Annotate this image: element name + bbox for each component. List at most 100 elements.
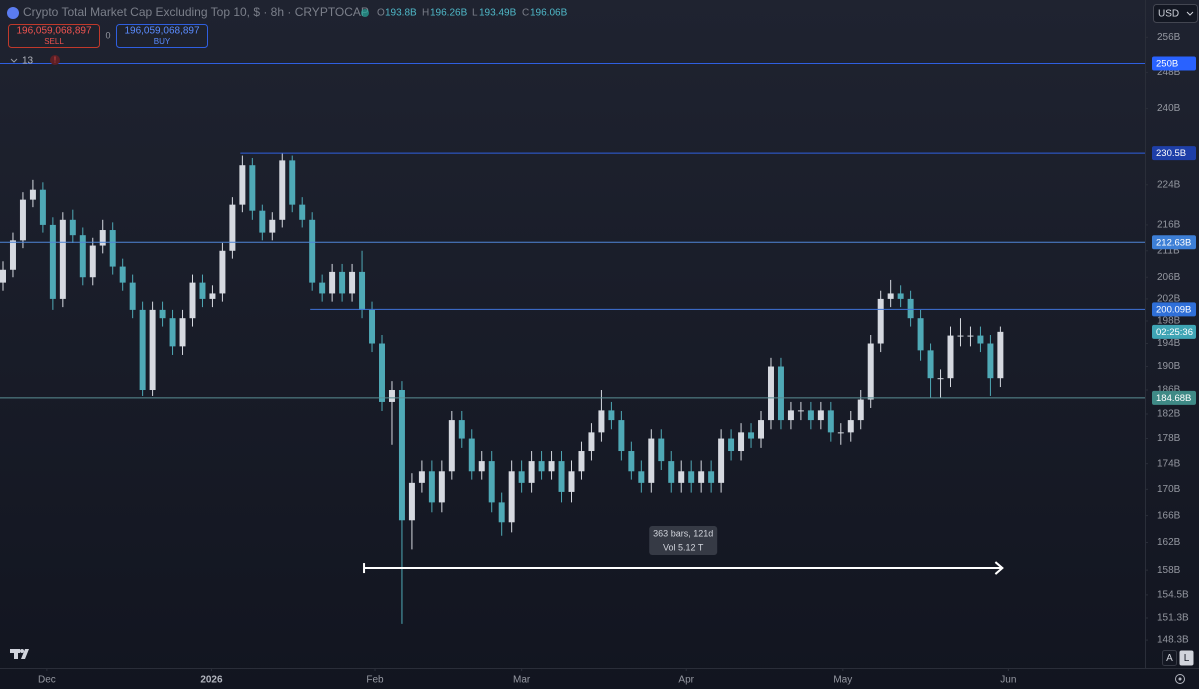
- ohlc-key: H: [422, 8, 429, 19]
- log-scale-button[interactable]: [1179, 650, 1194, 666]
- candle-body: [109, 230, 116, 267]
- candle-body: [937, 378, 944, 380]
- candle-body: [967, 335, 974, 337]
- buy-price: 196,059,068,897: [124, 26, 200, 37]
- candle-body: [827, 410, 834, 433]
- level-tag: [1152, 302, 1196, 317]
- y-tick-label: 158B: [1157, 565, 1181, 576]
- plot: 256B 248B 240B 224B 216B 211B 206B 202B 198B 194B…: [0, 32, 1196, 686]
- y-tick-label: 256B: [1157, 32, 1181, 43]
- candle-body: [39, 189, 46, 225]
- candle-body: [189, 282, 196, 319]
- candle-body: [767, 366, 774, 421]
- ohlc-value: 193.8B: [385, 8, 417, 19]
- candle-body: [548, 461, 555, 472]
- y-tick-label: 148.3B: [1157, 635, 1189, 646]
- candle-body: [199, 282, 206, 299]
- y-tick-label: 224B: [1157, 179, 1181, 190]
- candle-body: [498, 502, 505, 523]
- ohlc-key: C: [522, 8, 529, 19]
- candle-body: [758, 420, 764, 439]
- candle-body: [708, 471, 715, 483]
- error-icon[interactable]: [50, 55, 60, 65]
- candle-body: [678, 471, 685, 483]
- candle-body: [249, 165, 256, 211]
- candle-body: [269, 219, 276, 233]
- level-label: 212.63B: [1156, 237, 1191, 248]
- candle-body: [997, 331, 1004, 379]
- y-tick-label: 190B: [1157, 361, 1181, 372]
- candle-body: [239, 165, 246, 205]
- candle-body: [299, 204, 306, 220]
- candle-body: [817, 410, 824, 421]
- currency-select[interactable]: [1153, 4, 1198, 23]
- logo-part: [14, 649, 18, 659]
- candle-body: [648, 438, 655, 483]
- candle-body: [139, 309, 146, 391]
- candle-body: [568, 471, 575, 492]
- sell-button[interactable]: [8, 24, 100, 48]
- candle-body: [448, 420, 455, 472]
- candle-body: [169, 318, 176, 347]
- x-tick-label: Jun: [1000, 675, 1016, 686]
- candle-body: [219, 250, 226, 294]
- x-tick-label: Feb: [366, 675, 384, 686]
- auto-scale-button[interactable]: [1162, 650, 1177, 666]
- settings-icon[interactable]: [1175, 674, 1185, 684]
- y-tick-label: 170B: [1157, 484, 1181, 495]
- candle-body: [129, 282, 136, 310]
- y-tick-label: 248B: [1157, 67, 1181, 78]
- y-tick-label: 151.3B: [1157, 613, 1189, 624]
- y-tick-label: 174B: [1157, 458, 1181, 469]
- candle-body: [119, 266, 126, 283]
- y-tick-label: 206B: [1157, 272, 1181, 283]
- tv-logo: [10, 649, 29, 659]
- measure-label: Vol 5.12 T: [663, 542, 704, 552]
- measure-box: [649, 526, 718, 556]
- candle-body: [468, 438, 475, 472]
- x-tick-label: Mar: [513, 675, 531, 686]
- candle-body: [857, 399, 864, 421]
- collapse-icon[interactable]: [10, 58, 18, 63]
- candle-body: [558, 461, 565, 492]
- ohlc-value: 196.26B: [430, 8, 468, 19]
- y-tick-label: 154.5B: [1157, 590, 1189, 601]
- candle-body: [9, 240, 16, 270]
- candle-body: [349, 271, 356, 294]
- currency-caret: [1186, 11, 1194, 16]
- candle-body: [638, 471, 645, 483]
- x-tick-label: Dec: [38, 675, 56, 686]
- market-status: [361, 9, 369, 17]
- candle-body: [748, 432, 755, 439]
- y-tick-label: 198B: [1157, 316, 1181, 327]
- auto-scale-label: A: [1166, 653, 1173, 664]
- candle-body: [179, 318, 186, 347]
- y-tick-label: 162B: [1157, 537, 1181, 548]
- candle-body: [957, 335, 964, 337]
- measure-label: 363 bars, 121d: [653, 528, 713, 538]
- candle-body: [339, 271, 346, 294]
- candle-body: [877, 298, 884, 344]
- level-tag: [1152, 146, 1196, 161]
- buy-button[interactable]: [116, 24, 208, 48]
- candle-body: [0, 269, 6, 283]
- candle-body: [379, 343, 385, 402]
- candle-body: [508, 471, 515, 523]
- candle-body: [917, 318, 924, 351]
- sell-price: 196,059,068,897: [16, 26, 92, 37]
- candle-body: [279, 160, 286, 220]
- candle-body: [398, 390, 405, 521]
- candle-body: [59, 219, 66, 299]
- candle-body: [149, 309, 156, 391]
- candle-body: [927, 350, 934, 379]
- candle-body: [309, 219, 316, 283]
- candle-body: [69, 219, 76, 236]
- level-label: 250B: [1156, 59, 1178, 70]
- y-tick-label: 240B: [1157, 103, 1181, 114]
- chart-title: Crypto Total Market Cap Excluding Top 10…: [23, 5, 369, 19]
- candle-body: [29, 189, 36, 200]
- x-tick-label: 2026: [200, 675, 223, 686]
- y-tick-label: 178B: [1157, 433, 1181, 444]
- logo-part: [21, 649, 29, 659]
